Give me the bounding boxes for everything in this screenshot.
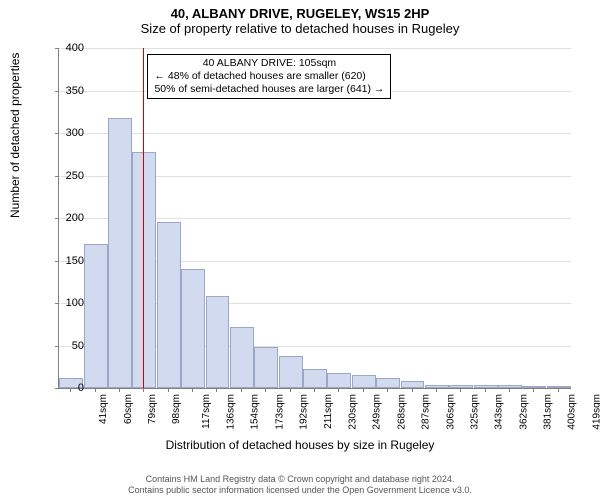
xtick-label: 325sqm <box>469 394 480 430</box>
chart-area: 40 ALBANY DRIVE: 105sqm ← 48% of detache… <box>58 48 570 418</box>
plot-region: 40 ALBANY DRIVE: 105sqm ← 48% of detache… <box>58 48 571 389</box>
xtick-mark <box>485 388 486 392</box>
xtick-mark <box>460 388 461 392</box>
histogram-bar <box>303 369 327 388</box>
histogram-bar <box>157 222 181 388</box>
xtick-label: 343sqm <box>494 394 505 430</box>
histogram-bar <box>108 118 132 388</box>
page-subtitle: Size of property relative to detached ho… <box>0 21 600 40</box>
xtick-label: 381sqm <box>543 394 554 430</box>
histogram-bar <box>547 386 571 388</box>
xtick-mark <box>412 388 413 392</box>
xtick-label: 362sqm <box>518 394 529 430</box>
ytick-label: 200 <box>44 212 84 224</box>
ytick-label: 350 <box>44 85 84 97</box>
xtick-label: 192sqm <box>299 394 310 430</box>
xtick-mark <box>338 388 339 392</box>
page-address-title: 40, ALBANY DRIVE, RUGELEY, WS15 2HP <box>0 0 600 21</box>
footer-line2: Contains public sector information licen… <box>0 485 600 496</box>
xtick-mark <box>216 388 217 392</box>
xtick-label: 173sqm <box>274 394 285 430</box>
ytick-label: 300 <box>44 127 84 139</box>
xtick-mark <box>558 388 559 392</box>
annotation-line3: 50% of semi-detached houses are larger (… <box>154 83 384 96</box>
histogram-bar <box>401 381 425 388</box>
ytick-label: 400 <box>44 42 84 54</box>
gridline <box>59 48 571 49</box>
xtick-label: 268sqm <box>396 394 407 430</box>
xtick-label: 154sqm <box>250 394 261 430</box>
histogram-bar <box>327 373 351 388</box>
histogram-bar <box>206 296 230 388</box>
xtick-label: 136sqm <box>226 394 237 430</box>
xtick-mark <box>533 388 534 392</box>
xtick-mark <box>192 388 193 392</box>
xtick-mark <box>314 388 315 392</box>
histogram-bar <box>352 375 376 388</box>
xtick-label: 230sqm <box>348 394 359 430</box>
ytick-label: 250 <box>44 170 84 182</box>
xtick-label: 79sqm <box>147 394 158 424</box>
xtick-label: 60sqm <box>123 394 134 424</box>
ytick-label: 50 <box>44 340 84 352</box>
xtick-mark <box>290 388 291 392</box>
histogram-bar <box>425 385 449 388</box>
xtick-mark <box>95 388 96 392</box>
xtick-mark <box>363 388 364 392</box>
xtick-mark <box>265 388 266 392</box>
annotation-line1: 40 ALBANY DRIVE: 105sqm <box>154 57 384 70</box>
y-axis-label: Number of detached properties <box>8 53 22 218</box>
annotation-box: 40 ALBANY DRIVE: 105sqm ← 48% of detache… <box>147 54 391 99</box>
histogram-bar <box>376 378 400 388</box>
xtick-label: 287sqm <box>421 394 432 430</box>
xtick-mark <box>436 388 437 392</box>
property-marker-line <box>143 48 144 388</box>
footer-attribution: Contains HM Land Registry data © Crown c… <box>0 474 600 496</box>
xtick-label: 41sqm <box>98 394 109 424</box>
histogram-bar <box>84 244 108 389</box>
xtick-mark <box>143 388 144 392</box>
histogram-bar <box>230 327 254 388</box>
xtick-label: 211sqm <box>322 394 333 429</box>
xtick-mark <box>119 388 120 392</box>
xtick-label: 419sqm <box>591 394 600 430</box>
xtick-label: 249sqm <box>372 394 383 430</box>
xtick-mark <box>509 388 510 392</box>
xtick-label: 98sqm <box>171 394 182 424</box>
histogram-bar <box>181 269 205 388</box>
xtick-label: 117sqm <box>201 394 212 429</box>
ytick-label: 0 <box>44 382 84 394</box>
footer-line1: Contains HM Land Registry data © Crown c… <box>0 474 600 485</box>
gridline <box>59 133 571 134</box>
xtick-label: 306sqm <box>445 394 456 430</box>
xtick-mark <box>168 388 169 392</box>
histogram-bar <box>474 385 498 388</box>
ytick-label: 150 <box>44 255 84 267</box>
xtick-mark <box>387 388 388 392</box>
xtick-label: 400sqm <box>567 394 578 430</box>
histogram-bar <box>254 347 278 388</box>
x-axis-label: Distribution of detached houses by size … <box>0 438 600 452</box>
histogram-bar <box>279 356 303 388</box>
annotation-line2: ← 48% of detached houses are smaller (62… <box>154 70 384 83</box>
xtick-mark <box>241 388 242 392</box>
ytick-label: 100 <box>44 297 84 309</box>
